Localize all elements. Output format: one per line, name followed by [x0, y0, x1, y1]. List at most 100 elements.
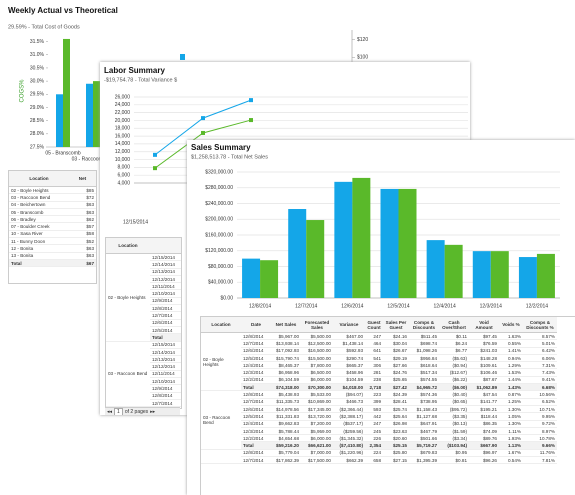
- table-row: 12/8/2014 $5,779.04 $7,000.00 ($1,220.96) 22…: [201, 449, 557, 465]
- x-tick-label: 12/2/2014: [526, 303, 548, 309]
- table-cell: ($537.17): [333, 420, 365, 428]
- table-cell: $4,018.00: [333, 383, 365, 392]
- table-row: 12/3/2014 $6,958.96 $6,500.00 $458.96 281 $24…: [201, 368, 557, 377]
- table-cell: $6,000.00: [301, 376, 333, 385]
- table-cell: 281: [365, 368, 383, 377]
- table-cell: 12/15/2014: [150, 341, 181, 349]
- table-cell: 12/7/2014: [241, 456, 271, 465]
- table-cell: ($1,220.96): [333, 449, 365, 458]
- table-cell: $63: [69, 201, 96, 209]
- y-tick-label: 4,000: [117, 180, 130, 186]
- pager-first[interactable]: ◂◂: [107, 409, 113, 415]
- table-row: 13 - Bonita $63: [9, 252, 96, 260]
- table-cell: $467.79: [409, 427, 439, 436]
- table-cell: $0.95: [439, 449, 469, 458]
- table-cell: $6,000.00: [301, 434, 333, 443]
- table-cell: $17,092.93: [271, 347, 301, 355]
- table-cell: 12/8/2014: [241, 390, 271, 399]
- y-tick-label: $280,000.00: [205, 185, 233, 191]
- page-count: of 2 pages: [124, 409, 149, 415]
- y-tick-label: 20,000: [115, 118, 131, 124]
- table-cell: 11.76%: [523, 449, 557, 458]
- table-cell: 12/11/2014: [150, 370, 181, 379]
- table-cell: ($0.65): [439, 398, 469, 406]
- table-cell: $17,500.00: [301, 456, 333, 465]
- table-cell: $4,654.68: [271, 434, 301, 443]
- table-cell: 7.81%: [523, 456, 557, 465]
- table-cell: $17,345.00: [301, 405, 333, 414]
- table-cell: 12/5/2014: [241, 354, 271, 363]
- table-row: 12/4/2014 $8,465.37 $7,800.00 $665.37 306 $27…: [201, 361, 557, 370]
- table-cell: 12/12/2014: [150, 362, 181, 371]
- table-cell: $62: [69, 215, 96, 224]
- column-header: Net Sales: [271, 317, 301, 333]
- y-tick-label: 30.0%: [30, 78, 45, 84]
- table-cell: $5,719.27: [409, 441, 439, 450]
- point-marker: [153, 152, 157, 157]
- y-tick-label: 24,000: [115, 102, 131, 108]
- legend-swatch: [180, 54, 185, 60]
- table-cell: Total: [9, 259, 69, 268]
- page-number: 1: [114, 408, 123, 415]
- table-cell: 1.25%: [499, 398, 523, 406]
- y-tick-label: $200,000.00: [205, 217, 233, 223]
- table-cell: $106.46: [469, 368, 499, 377]
- table-cell: $1,395.39: [409, 456, 439, 465]
- table-cell: 12/13/2014: [150, 355, 181, 364]
- table-cell: $241.03: [469, 347, 499, 355]
- table-cell: 12/3/2014: [241, 368, 271, 377]
- column-header: [150, 238, 181, 254]
- sales-panel: Sales Summary $1,258,513.78 - Total Net S…: [187, 140, 575, 495]
- table-cell: $20.60: [383, 434, 409, 443]
- bar: [536, 253, 555, 298]
- table-cell: 224: [365, 449, 383, 458]
- chart-title: Labor Summary: [104, 66, 165, 75]
- table-cell: $89.76: [469, 434, 499, 443]
- table-cell: 12/9/2014: [150, 384, 181, 393]
- table-cell: 5.01%: [523, 339, 557, 348]
- table-cell: $6,958.96: [271, 368, 301, 377]
- table-cell: 1.53%: [499, 368, 523, 377]
- table-cell: ($1,345.32): [333, 434, 365, 443]
- bar: [242, 258, 261, 298]
- table-cell: Total: [241, 441, 271, 450]
- table-cell: $11,335.73: [271, 398, 301, 406]
- table-cell: $74,318.00: [271, 383, 301, 392]
- bar: [260, 260, 279, 298]
- table-cell: 12/8/2014: [150, 392, 181, 400]
- bar: [518, 257, 537, 298]
- table-row: Total $74,318.00 $70,300.00 $4,018.00 2,718 $…: [201, 383, 557, 392]
- table-cell: $517.34: [409, 368, 439, 377]
- table-cell: $25.80: [383, 449, 409, 458]
- table-row: 12/11/2014: [106, 282, 181, 291]
- table-cell: 9.41%: [523, 376, 557, 385]
- table-cell: 12/7/2014: [241, 398, 271, 406]
- column-header: Comps & Discounts %: [523, 317, 557, 333]
- table-cell: ($2,388.17): [333, 412, 365, 421]
- pager-next[interactable]: ▸▸: [150, 409, 156, 415]
- table-cell: ($3.35): [439, 412, 469, 421]
- table-row: 03 - Raccoon Bend $72: [9, 193, 96, 202]
- table-cell: Total: [150, 333, 181, 342]
- y-tick-label: 31.5%: [30, 39, 45, 45]
- table-cell: $17,862.39: [271, 456, 301, 465]
- table-cell: 12/11/2014: [150, 282, 181, 291]
- table-row: 12/7/2014: [106, 399, 181, 408]
- column-header: Comps & Discounts: [409, 317, 439, 333]
- chart-subtitle: -$19,754.78 - Total Variance $: [104, 77, 177, 83]
- table-cell: 12/14/2014: [150, 348, 181, 357]
- chart-subtitle: $1,258,513.78 - Total Net Sales: [191, 154, 268, 160]
- y-tick-label: $320,000.00: [205, 169, 233, 175]
- table-cell: $679.83: [409, 449, 439, 458]
- table-cell: $956.84: [409, 354, 439, 363]
- table-cell: $5,500.00: [301, 332, 333, 341]
- table-cell: 1.29%: [499, 361, 523, 370]
- table-cell: 13 - Bonita: [9, 252, 69, 260]
- table-cell: $52: [69, 237, 96, 246]
- y-tick-label: 31.0%: [30, 52, 45, 58]
- table-cell: 9.72%: [523, 420, 557, 428]
- column-header: Cash Over/Short: [439, 317, 469, 333]
- table-cell: ($0.13): [439, 420, 469, 428]
- table-cell: $63: [69, 244, 96, 253]
